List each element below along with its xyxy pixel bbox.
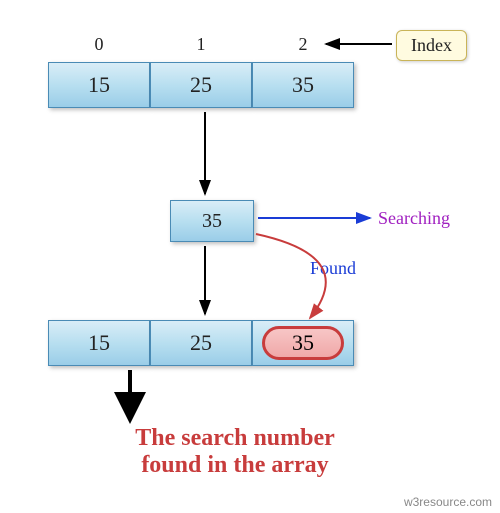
index-label-0: 0 xyxy=(48,34,150,55)
array2-cell-0: 15 xyxy=(48,320,150,366)
found-highlight: 35 xyxy=(262,326,344,360)
array1-value-0: 15 xyxy=(88,72,110,98)
array1-value-1: 25 xyxy=(190,72,212,98)
array1-cell-2: 35 xyxy=(252,62,354,108)
result-text: The search number found in the array xyxy=(70,425,400,479)
index-label-2: 2 xyxy=(252,34,354,55)
index-callout-label: Index xyxy=(411,35,452,55)
index-callout: Index xyxy=(396,30,467,61)
array2-value-0: 15 xyxy=(88,330,110,356)
array1-cell-0: 15 xyxy=(48,62,150,108)
result-line2: found in the array xyxy=(141,452,328,478)
array2-value-2: 35 xyxy=(292,330,314,356)
found-label: Found xyxy=(310,258,356,279)
array2-cell-1: 25 xyxy=(150,320,252,366)
array1-value-2: 35 xyxy=(292,72,314,98)
diagram-canvas: 0 1 2 Index 15 25 35 35 15 25 35 Searchi… xyxy=(0,0,500,513)
index-label-1: 1 xyxy=(150,34,252,55)
array1-cell-1: 25 xyxy=(150,62,252,108)
searching-label: Searching xyxy=(378,208,450,229)
result-line1: The search number xyxy=(135,425,335,451)
search-cell: 35 xyxy=(170,200,254,242)
footer-credit: w3resource.com xyxy=(404,495,492,509)
search-value: 35 xyxy=(202,210,222,233)
array2-value-1: 25 xyxy=(190,330,212,356)
